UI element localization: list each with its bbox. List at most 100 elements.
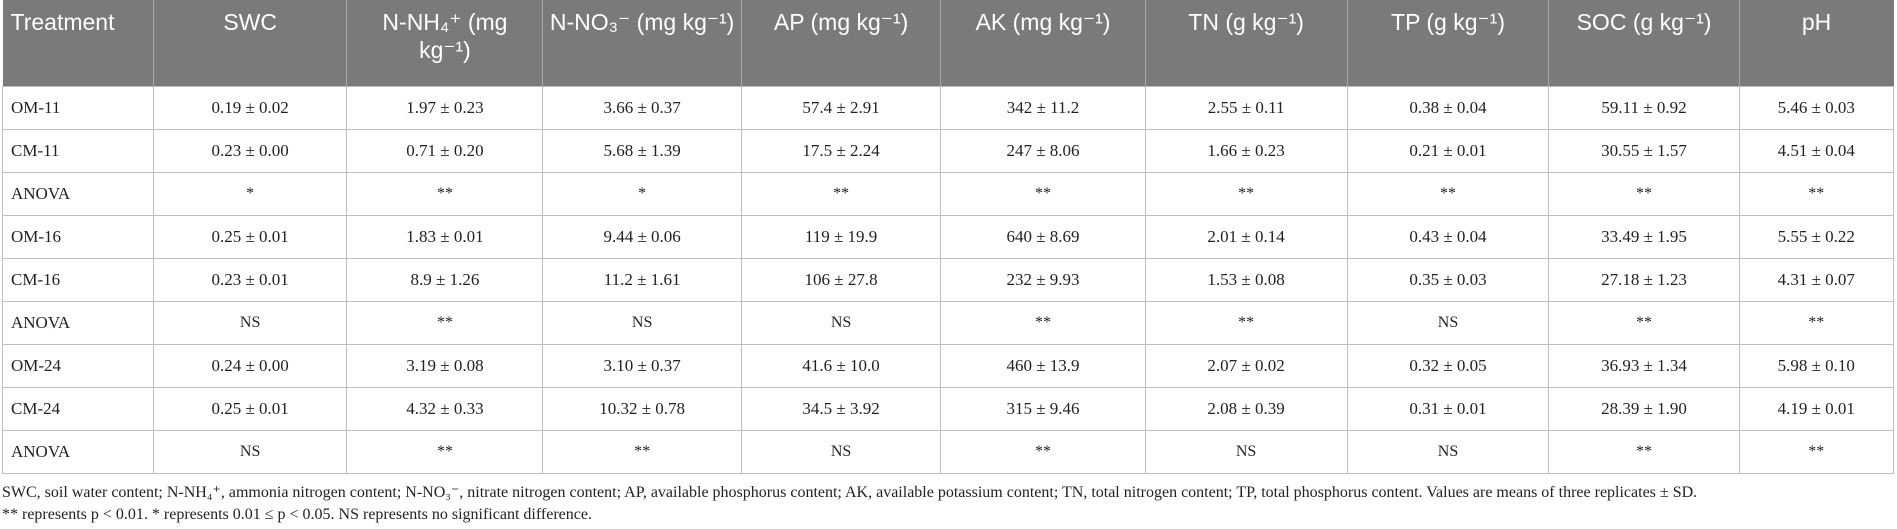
column-header: N-NO₃⁻ (mg kg⁻¹) — [542, 0, 742, 86]
column-header: SOC (g kg⁻¹) — [1548, 0, 1740, 86]
value-cell: 119 ± 19.9 — [740, 214, 942, 259]
column-header: N-NH₄⁺ (mg kg⁻¹) — [346, 0, 543, 86]
column-header: TP (g kg⁻¹) — [1346, 0, 1549, 86]
table-row: CM-16 0.23 ± 0.01 8.9 ± 1.26 11.2 ± 1.61 106… — [2, 257, 1895, 302]
table-container: Treatment SWC N-NH₄⁺ (mg kg⁻¹) N-NO₃⁻ (m… — [2, 0, 1895, 474]
value-cell: 34.5 ± 3.92 — [740, 386, 942, 431]
value-cell: 0.24 ± 0.00 — [152, 343, 348, 388]
value-cell: NS — [1346, 429, 1550, 474]
value-cell: 0.31 ± 0.01 — [1346, 386, 1550, 431]
table-row: ANOVA NS ** NS NS ** ** NS ** ** — [2, 300, 1895, 345]
value-cell: ** — [1738, 300, 1895, 345]
table-row: ANOVA NS ** ** NS ** NS NS ** ** — [2, 429, 1895, 474]
value-cell: 5.46 ± 0.03 — [1738, 85, 1895, 130]
footnote-significance: ** represents p < 0.01. * represents 0.0… — [2, 506, 592, 523]
value-cell: 36.93 ± 1.34 — [1548, 343, 1740, 388]
value-cell: 3.19 ± 0.08 — [346, 343, 544, 388]
value-cell: 41.6 ± 10.0 — [740, 343, 942, 388]
value-cell: 5.55 ± 0.22 — [1738, 214, 1895, 259]
value-cell: ** — [1738, 429, 1895, 474]
value-cell: 0.71 ± 0.20 — [346, 128, 544, 173]
value-cell: 247 ± 8.06 — [940, 128, 1146, 173]
value-cell: ** — [940, 171, 1146, 216]
value-cell: 9.44 ± 0.06 — [542, 214, 742, 259]
treatment-cell: ANOVA — [2, 300, 154, 345]
treatment-cell: CM-11 — [2, 128, 154, 173]
value-cell: 0.35 ± 0.03 — [1346, 257, 1550, 302]
value-cell: 0.32 ± 0.05 — [1346, 343, 1550, 388]
value-cell: 0.19 ± 0.02 — [152, 85, 348, 130]
value-cell: ** — [1738, 171, 1895, 216]
table-row: OM-24 0.24 ± 0.00 3.19 ± 0.08 3.10 ± 0.37 41… — [2, 343, 1895, 388]
value-cell: 1.53 ± 0.08 — [1144, 257, 1348, 302]
column-header: TN (g kg⁻¹) — [1144, 0, 1348, 86]
table-row: OM-11 0.19 ± 0.02 1.97 ± 0.23 3.66 ± 0.37 57… — [2, 85, 1895, 130]
value-cell: ** — [346, 429, 544, 474]
value-cell: 0.23 ± 0.01 — [152, 257, 348, 302]
value-cell: ** — [940, 300, 1146, 345]
value-cell: ** — [542, 429, 742, 474]
value-cell: 2.01 ± 0.14 — [1144, 214, 1348, 259]
value-cell: 315 ± 9.46 — [940, 386, 1146, 431]
column-header: Treatment — [2, 0, 154, 86]
value-cell: ** — [740, 171, 942, 216]
value-cell: 8.9 ± 1.26 — [346, 257, 544, 302]
value-cell: 0.38 ± 0.04 — [1346, 85, 1550, 130]
value-cell: * — [542, 171, 742, 216]
value-cell: 232 ± 9.93 — [940, 257, 1146, 302]
value-cell: ** — [1548, 300, 1740, 345]
table-row: CM-11 0.23 ± 0.00 0.71 ± 0.20 5.68 ± 1.39 17… — [2, 128, 1895, 173]
value-cell: NS — [542, 300, 742, 345]
value-cell: ** — [346, 171, 544, 216]
value-cell: ** — [1144, 171, 1348, 216]
treatment-cell: OM-16 — [2, 214, 154, 259]
column-header: AK (mg kg⁻¹) — [940, 0, 1146, 86]
treatment-cell: CM-24 — [2, 386, 154, 431]
value-cell: NS — [740, 429, 942, 474]
value-cell: 4.32 ± 0.33 — [346, 386, 544, 431]
value-cell: 0.25 ± 0.01 — [152, 386, 348, 431]
value-cell: NS — [152, 300, 348, 345]
table-row: ANOVA * ** * ** ** ** ** ** ** — [2, 171, 1895, 216]
value-cell: 11.2 ± 1.61 — [542, 257, 742, 302]
value-cell: 0.25 ± 0.01 — [152, 214, 348, 259]
value-cell: NS — [1144, 429, 1348, 474]
value-cell: 3.10 ± 0.37 — [542, 343, 742, 388]
value-cell: ** — [1346, 171, 1550, 216]
value-cell: ** — [1548, 429, 1740, 474]
header-row: Treatment SWC N-NH₄⁺ (mg kg⁻¹) N-NO₃⁻ (m… — [2, 0, 1894, 86]
value-cell: NS — [740, 300, 942, 345]
value-cell: 4.31 ± 0.07 — [1738, 257, 1895, 302]
value-cell: NS — [152, 429, 348, 474]
value-cell: 4.51 ± 0.04 — [1738, 128, 1895, 173]
value-cell: 1.83 ± 0.01 — [346, 214, 544, 259]
value-cell: 10.32 ± 0.78 — [542, 386, 742, 431]
table-row: OM-16 0.25 ± 0.01 1.83 ± 0.01 9.44 ± 0.06 11… — [2, 214, 1895, 259]
value-cell: ** — [1548, 171, 1740, 216]
value-cell: 2.07 ± 0.02 — [1144, 343, 1348, 388]
value-cell: 2.08 ± 0.39 — [1144, 386, 1348, 431]
value-cell: 460 ± 13.9 — [940, 343, 1146, 388]
treatment-cell: CM-16 — [2, 257, 154, 302]
value-cell: ** — [940, 429, 1146, 474]
value-cell: 57.4 ± 2.91 — [740, 85, 942, 130]
table-row: CM-24 0.25 ± 0.01 4.32 ± 0.33 10.32 ± 0.78 3… — [2, 386, 1895, 431]
value-cell: 0.23 ± 0.00 — [152, 128, 348, 173]
value-cell: 30.55 ± 1.57 — [1548, 128, 1740, 173]
value-cell: 5.98 ± 0.10 — [1738, 343, 1895, 388]
value-cell: 0.43 ± 0.04 — [1346, 214, 1550, 259]
value-cell: 17.5 ± 2.24 — [740, 128, 942, 173]
value-cell: NS — [1346, 300, 1550, 345]
treatment-cell: OM-24 — [2, 343, 154, 388]
value-cell: 1.97 ± 0.23 — [346, 85, 544, 130]
value-cell: 5.68 ± 1.39 — [542, 128, 742, 173]
value-cell: 106 ± 27.8 — [740, 257, 942, 302]
treatment-cell: ANOVA — [2, 429, 154, 474]
table-footnotes: SWC, soil water content; N-NH₄⁺, ammonia… — [2, 482, 1892, 526]
value-cell: 0.21 ± 0.01 — [1346, 128, 1550, 173]
value-cell: 4.19 ± 0.01 — [1738, 386, 1895, 431]
value-cell: 28.39 ± 1.90 — [1548, 386, 1740, 431]
column-header: SWC — [152, 0, 347, 86]
value-cell: 27.18 ± 1.23 — [1548, 257, 1740, 302]
value-cell: 2.55 ± 0.11 — [1144, 85, 1348, 130]
